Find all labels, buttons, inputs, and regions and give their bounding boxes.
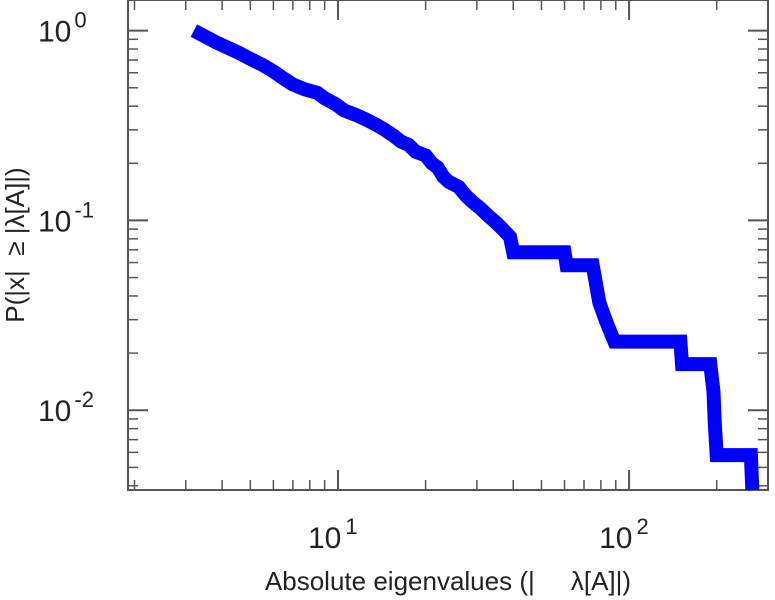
x-tick-labels: 10 1 10 2 (308, 514, 649, 555)
y-tick-label: 10 0 (38, 8, 87, 49)
data-series-line (190, 24, 760, 491)
y-tick-label: 10 -2 (38, 387, 94, 428)
x-axis-label: Absolute eigenvalues (| λ[A]|) (265, 566, 631, 596)
major-ticks (128, 0, 768, 490)
x-tick-exponent: 1 (345, 514, 357, 539)
y-tick-label: 10 -1 (38, 197, 94, 238)
x-tick-label: 10 2 (599, 514, 649, 555)
x-tick-exponent: 2 (636, 514, 648, 539)
y-axis-label: P(|x| ≥ |λ[A]|) (0, 167, 30, 322)
y-tick-exponent: -1 (74, 197, 94, 222)
plot-frame (127, 0, 769, 491)
y-tick-exponent: -2 (74, 387, 94, 412)
minor-ticks (128, 0, 768, 490)
y-tick-exponent: 0 (74, 8, 86, 33)
x-tick-label: 10 1 (308, 514, 358, 555)
